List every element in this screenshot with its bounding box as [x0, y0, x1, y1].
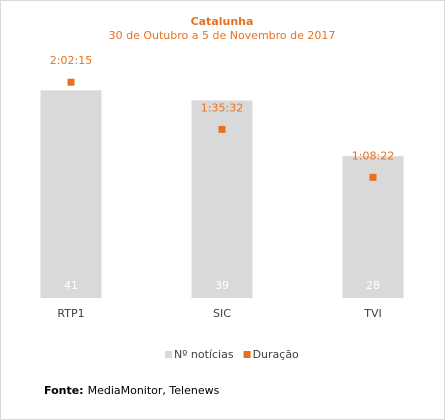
legend-swatch [165, 351, 172, 358]
marker [218, 125, 226, 133]
legend-swatch [243, 351, 251, 358]
bar [191, 100, 253, 299]
source-text: MediaMonitor, Telenews [88, 384, 220, 397]
source-line: Fonte: MediaMonitor, Telenews [44, 384, 220, 397]
legend-label: Duração [253, 348, 299, 361]
marker [67, 78, 75, 86]
bar-value-label: 39 [215, 279, 229, 292]
source-label: Fonte: [44, 384, 84, 397]
marker-value-label: 1:35:32 [201, 101, 243, 114]
bar-value-label: 41 [64, 279, 78, 292]
chart-subtitle: 30 de Outubro a 5 de Novembro de 2017 [109, 29, 336, 42]
chart-title: Catalunha [191, 15, 254, 28]
marker-value-label: 1:08:22 [352, 149, 394, 162]
x-tick-label: TVI [363, 307, 382, 320]
x-tick-label: RTP1 [57, 307, 84, 320]
legend-label: Nº notícias [174, 348, 234, 361]
marker [369, 173, 377, 181]
x-tick-label: SIC [213, 307, 231, 320]
bar [40, 90, 102, 299]
marker-value-label: 2:02:15 [50, 54, 92, 67]
bar-value-label: 28 [366, 279, 380, 292]
